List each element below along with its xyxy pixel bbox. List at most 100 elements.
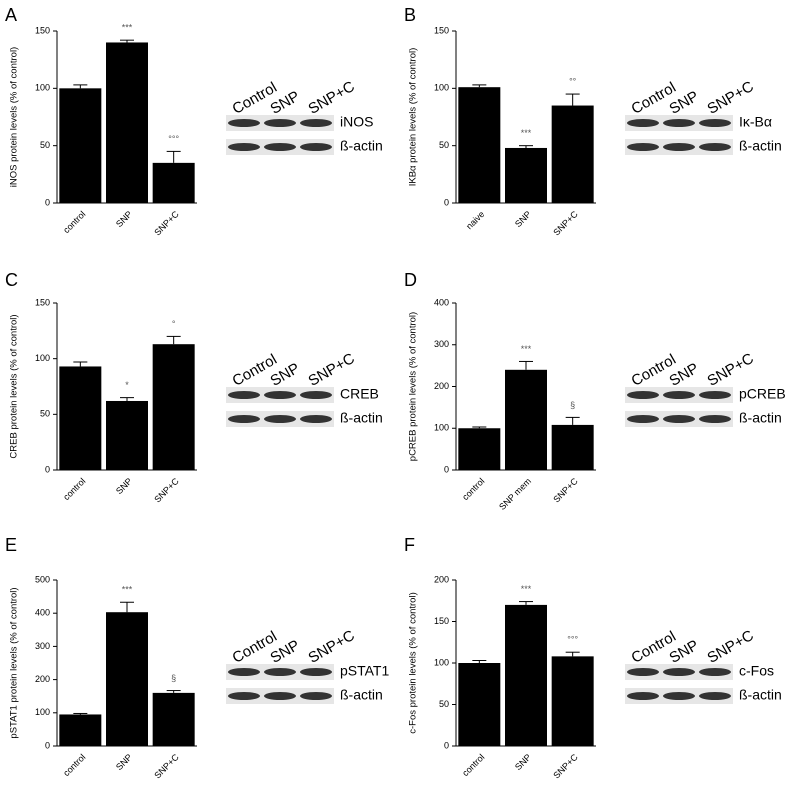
y-tick-label: 0: [444, 740, 449, 750]
blot-lane-label: SNP+C: [704, 627, 756, 667]
y-tick-label: 200: [434, 381, 449, 391]
blot-protein-label: Iκ-Bα: [739, 114, 772, 130]
significance-label: ***: [521, 128, 532, 138]
blot-protein-label: iNOS: [340, 114, 373, 130]
x-tick-label: control: [61, 209, 87, 235]
y-tick-label: 300: [434, 339, 449, 349]
y-tick-label: 300: [35, 641, 50, 651]
bar: [152, 344, 195, 470]
significance-label: °°°: [567, 635, 578, 645]
bar: [458, 428, 501, 470]
blot-band: [699, 119, 731, 127]
blot-band: [264, 391, 296, 399]
y-tick-label: 0: [45, 740, 50, 750]
blot-band: [699, 143, 731, 151]
blot-band: [627, 692, 659, 700]
blot-lane-label: SNP+C: [305, 350, 357, 390]
y-tick-label: 500: [35, 574, 50, 584]
bar: [59, 366, 102, 470]
panel-letter: E: [5, 535, 17, 555]
y-tick-label: 400: [35, 608, 50, 618]
y-tick-label: 100: [434, 657, 449, 667]
y-tick-label: 100: [434, 83, 449, 93]
blot-band: [300, 391, 332, 399]
bar: [458, 663, 501, 746]
blot-protein-label: c-Fos: [739, 663, 774, 679]
panel-letter: F: [404, 535, 415, 555]
significance-label: ***: [122, 585, 133, 595]
significance-label: *: [125, 380, 129, 390]
bar: [59, 714, 102, 746]
y-tick-label: 200: [434, 574, 449, 584]
x-tick-label: SNP: [513, 752, 533, 772]
x-tick-label: SNP+C: [551, 476, 580, 505]
blot-band: [228, 692, 260, 700]
blot-band: [663, 668, 695, 676]
blot-protein-label: ß-actin: [340, 410, 383, 426]
y-axis-label: CREB protein levels (% of control): [9, 314, 20, 458]
blot-band: [663, 415, 695, 423]
x-tick-label: naive: [464, 209, 486, 231]
blot-protein-label: ß-actin: [340, 687, 383, 703]
y-axis-label: c-Fos protein levels (% of control): [408, 592, 419, 734]
blot-band: [663, 391, 695, 399]
bar: [551, 105, 594, 203]
blot-band: [663, 143, 695, 151]
significance-label: §: [570, 400, 575, 410]
blot-band: [300, 692, 332, 700]
y-tick-label: 100: [35, 353, 50, 363]
y-axis-label: pSTAT1 protein levels (% of control): [9, 587, 20, 738]
x-tick-label: SNP+C: [551, 752, 580, 781]
y-axis-label: iNOS protein levels (% of control): [9, 47, 20, 187]
bar: [505, 369, 547, 470]
blot-band: [228, 415, 260, 423]
blot-band: [264, 415, 296, 423]
blot-protein-label: ß-actin: [739, 410, 782, 426]
x-tick-label: SNP+C: [551, 209, 580, 238]
blot-band: [228, 119, 260, 127]
blot-protein-label: pCREB: [739, 386, 786, 402]
bar: [505, 604, 547, 746]
bar: [551, 424, 594, 470]
significance-label: ***: [521, 584, 532, 594]
blot-band: [300, 668, 332, 676]
panel-letter: B: [404, 5, 416, 25]
x-tick-label: SNP: [114, 752, 134, 772]
y-tick-label: 100: [35, 707, 50, 717]
y-axis-label: IKBα protein levels (% of control): [408, 48, 419, 187]
bar: [59, 88, 102, 203]
y-tick-label: 0: [45, 197, 50, 207]
blot-band: [699, 391, 731, 399]
bar: [458, 87, 501, 203]
x-tick-label: SNP+C: [152, 752, 181, 781]
blot-band: [300, 415, 332, 423]
blot-band: [264, 119, 296, 127]
blot-band: [627, 391, 659, 399]
bar: [152, 692, 195, 746]
blot-band: [699, 692, 731, 700]
y-tick-label: 150: [35, 297, 50, 307]
y-tick-label: 100: [35, 83, 50, 93]
y-tick-label: 100: [434, 423, 449, 433]
blot-protein-label: ß-actin: [340, 138, 383, 154]
blot-band: [699, 415, 731, 423]
blot-protein-label: pSTAT1: [340, 663, 389, 679]
y-tick-label: 150: [434, 616, 449, 626]
blot-lane-label: SNP+C: [704, 78, 756, 118]
blot-band: [627, 143, 659, 151]
y-tick-label: 50: [40, 409, 50, 419]
panel-letter: A: [5, 5, 17, 25]
blot-protein-label: ß-actin: [739, 687, 782, 703]
significance-label: °: [172, 319, 176, 329]
blot-band: [663, 692, 695, 700]
y-tick-label: 50: [439, 699, 449, 709]
blot-protein-label: CREB: [340, 386, 379, 402]
bar: [106, 400, 148, 470]
significance-label: °°: [569, 76, 577, 86]
blot-band: [300, 143, 332, 151]
panel-letter: C: [5, 270, 18, 290]
x-tick-label: control: [61, 752, 87, 778]
y-tick-label: 150: [434, 25, 449, 35]
y-tick-label: 0: [45, 464, 50, 474]
